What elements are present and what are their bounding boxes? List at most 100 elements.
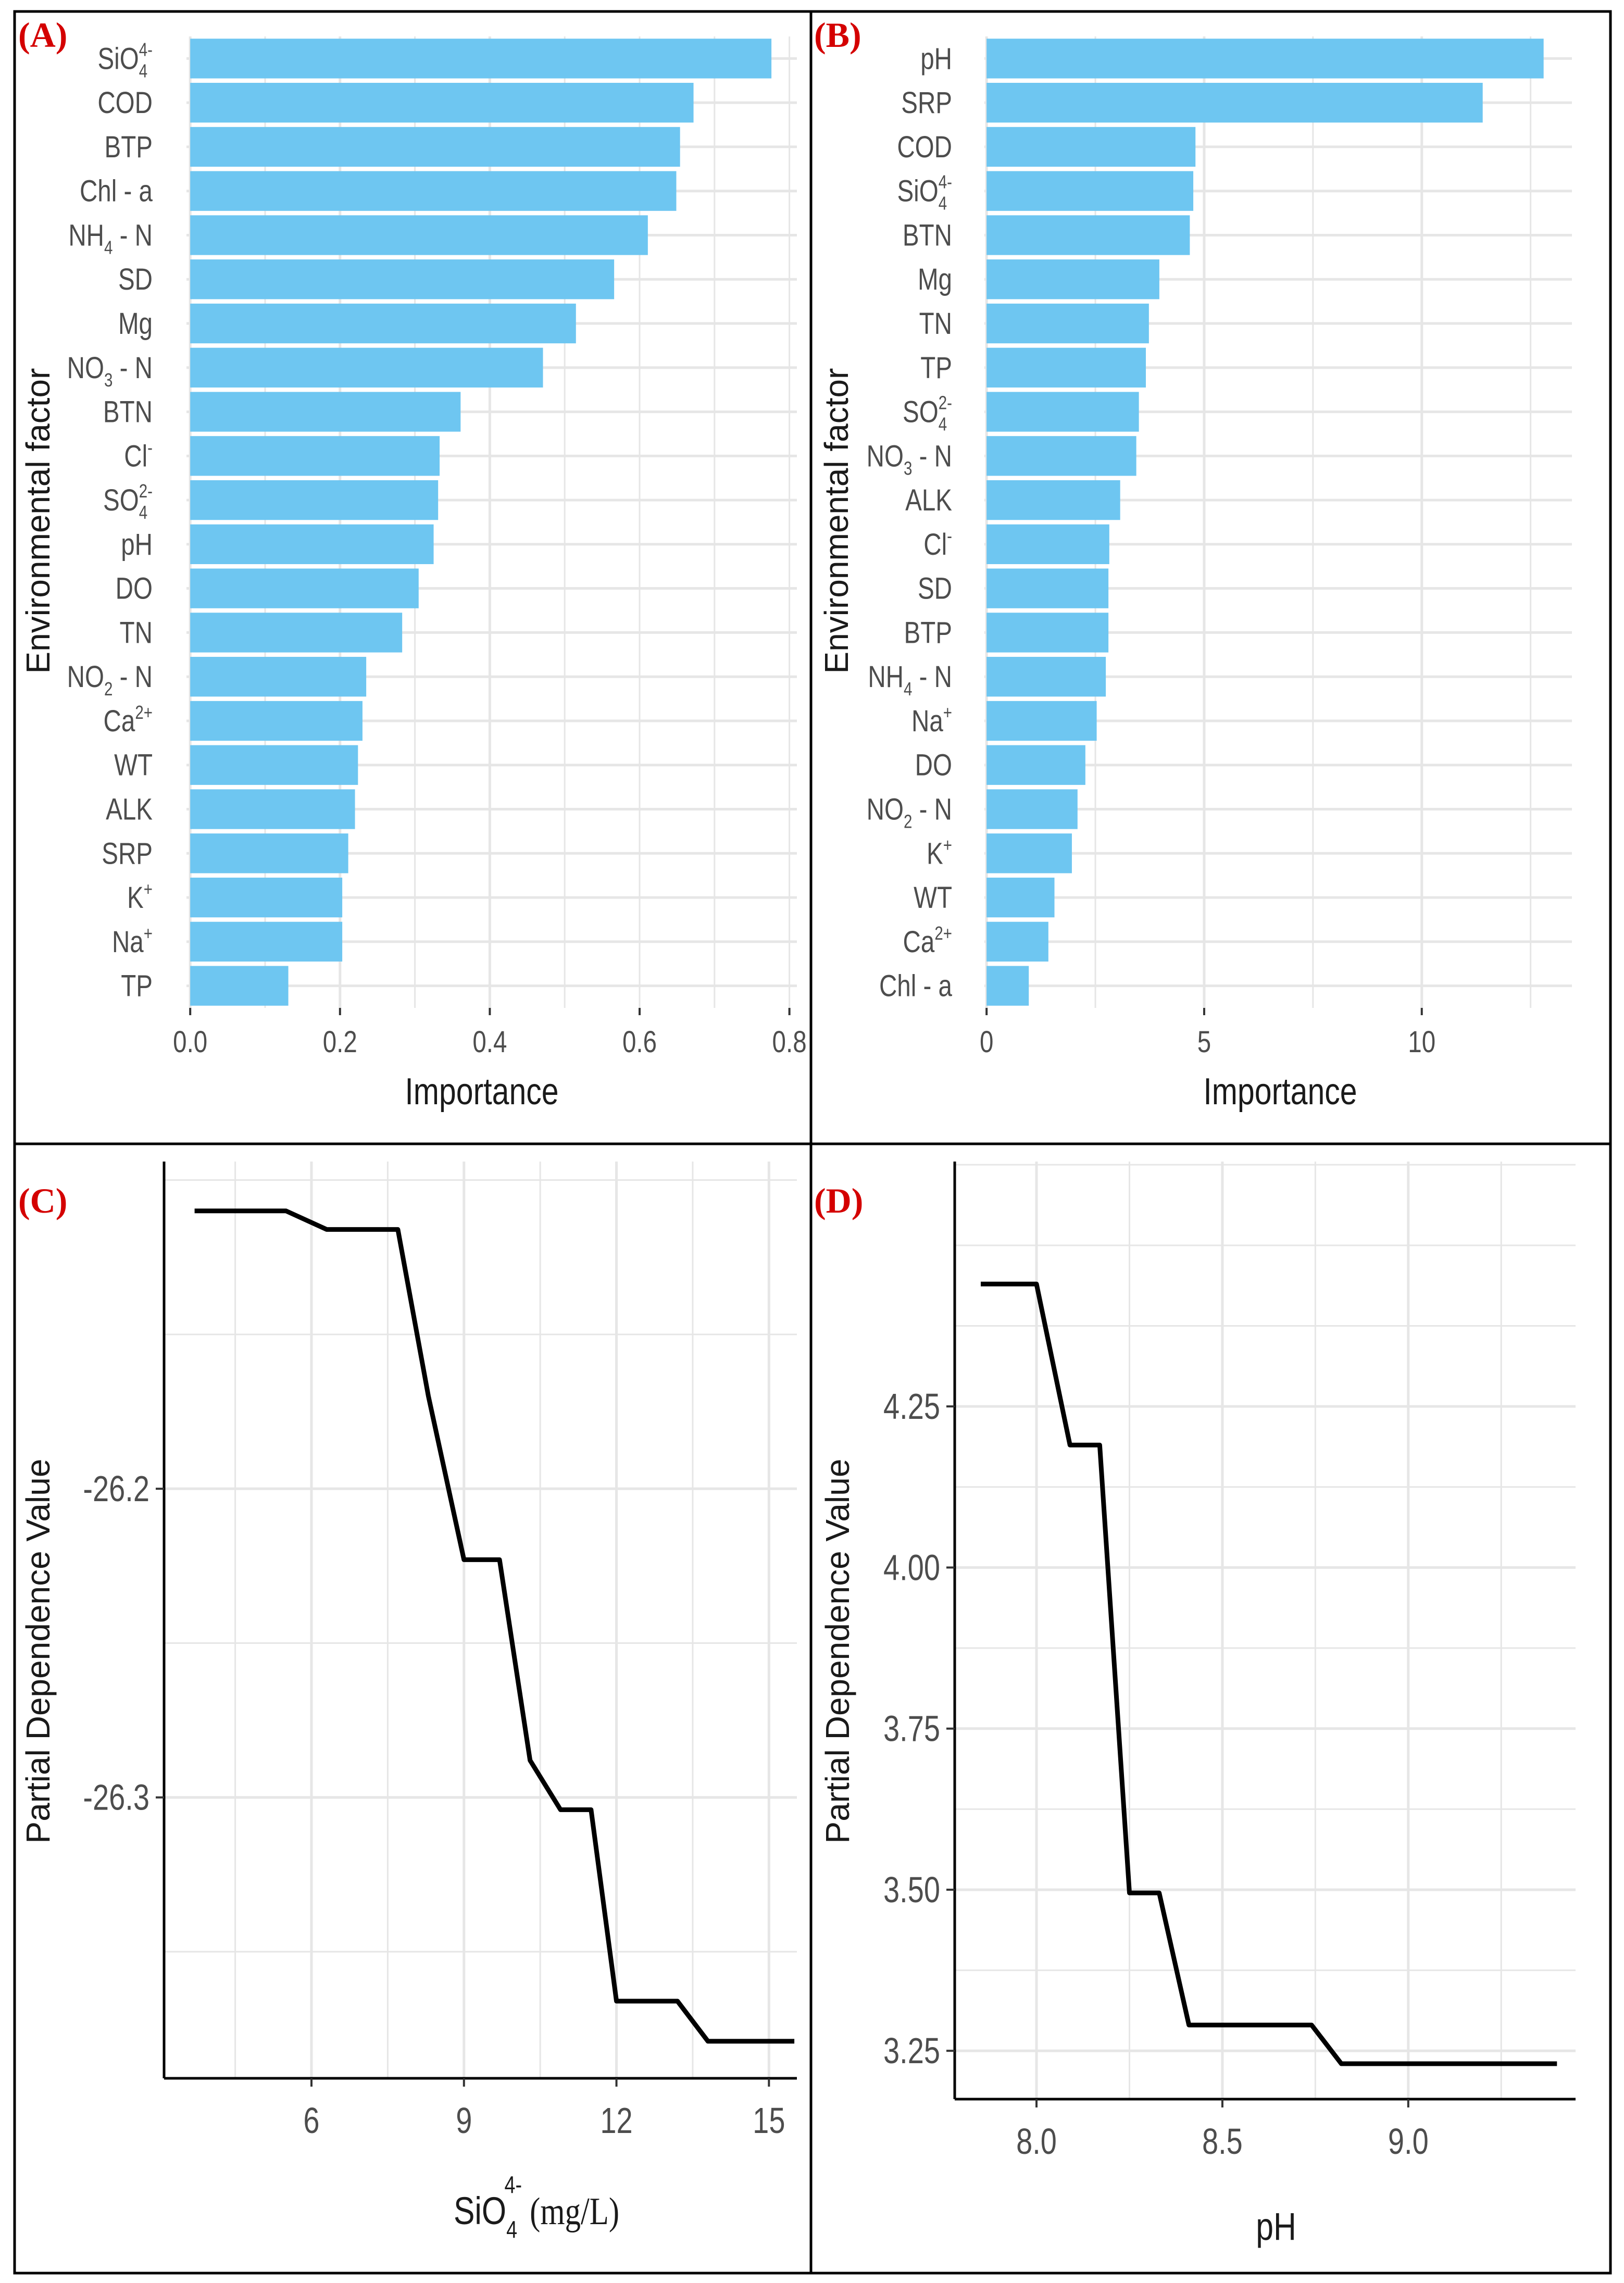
panel-b-category-do: DO <box>915 748 952 782</box>
panel-a-bar-no3-n <box>190 347 543 388</box>
panel-a-x-axis-title: Importance <box>405 1070 558 1112</box>
panel-a-x-tick-0-8: 0.8 <box>772 1026 807 1059</box>
panel-a-category-btp: BTP <box>105 131 153 165</box>
panel-b-bar-no2-n <box>986 789 1078 829</box>
panel-b-category-sio4-4: SiO44- <box>897 171 952 214</box>
panel-a-category-do: DO <box>116 572 153 606</box>
panel-b-bar-so4-2 <box>986 392 1139 432</box>
panel-a-bar-nh4-n <box>190 215 648 255</box>
panel-a-category-alk: ALK <box>106 793 153 827</box>
panel-c-y-axis-title: Partial Dependence Value <box>19 1459 57 1844</box>
panel-b-x-ticks: 0 5 10 <box>980 1008 1435 1059</box>
panel-a-category-ph: pH <box>121 528 153 562</box>
panel-b-bar-btn <box>986 215 1190 255</box>
panel-b-category-nh4-n: NH4 - N <box>868 660 952 700</box>
panel-a-bar-srp <box>190 833 348 874</box>
panel-b-category-srp: SRP <box>901 86 952 120</box>
panel-a-category-tn: TN <box>120 616 153 650</box>
panel-b-bar-do <box>986 745 1085 785</box>
panel-a-bar-sio4-4 <box>190 39 772 79</box>
panel-d-label: (D) <box>814 1181 863 1220</box>
panel-a-x-tick-0-0: 0.0 <box>173 1026 207 1059</box>
panel-a-bar-so4-2 <box>190 480 439 520</box>
panel-b-category-btp: BTP <box>904 616 952 650</box>
panel-b-bar-tn <box>986 303 1149 344</box>
panel-a-category-no2-n: NO2 - N <box>67 660 153 700</box>
panel-b-category-ca-2: Ca2+ <box>903 922 952 959</box>
panel-c-x-axis-title: SiO44- (mg/L) <box>454 2171 619 2242</box>
panel-b-category-btn: BTN <box>903 219 952 253</box>
panel-d-x-tick-9-0: 9.0 <box>1388 2122 1429 2162</box>
panel-b-bar-mg <box>986 259 1159 300</box>
panel-b-category-cl: Cl- <box>923 525 952 562</box>
panel-b-x-tick-5: 5 <box>1197 1026 1211 1059</box>
panel-b-category-na: Na+ <box>911 702 952 738</box>
panel-a-category-tp: TP <box>121 969 153 1003</box>
panel-b-category-so4-2: SO42- <box>903 392 952 434</box>
panel-a-x-tick-0-6: 0.6 <box>622 1026 657 1059</box>
panel-a-x-ticks: 0.0 0.2 0.4 0.6 0.8 <box>173 1008 807 1059</box>
panel-a-bar-tn <box>190 613 403 653</box>
panel-a-category-mg: Mg <box>118 307 153 341</box>
panel-b-category-sd: SD <box>918 572 952 606</box>
panel-b-category-alk: ALK <box>905 484 952 518</box>
panel-a-category-btn: BTN <box>103 395 153 429</box>
panel-d-x-tick-8-5: 8.5 <box>1202 2122 1243 2162</box>
panel-a-importance-chart: (A) SiO44- COD BTP Chl - a NH4 - N SD Mg NO3 - … <box>18 15 807 1112</box>
panel-b-bar-k <box>986 833 1072 874</box>
panel-a-bar-wt <box>190 745 358 785</box>
panel-b-bar-cl <box>986 524 1109 565</box>
panel-a-category-cl: Cl- <box>124 437 153 473</box>
panel-b-category-no3-n: NO3 - N <box>867 440 952 479</box>
panel-b-bar-cod <box>986 127 1196 167</box>
panel-b-bar-nh4-n <box>986 657 1106 697</box>
panel-b-bar-ph <box>986 39 1544 79</box>
panel-a-bar-cod <box>190 83 694 123</box>
panel-d-ticks: 8.0 8.5 9.0 3.25 3.50 3.75 4.00 4.25 <box>883 1162 1576 2162</box>
panel-b-bar-tp <box>986 347 1146 388</box>
panel-c-y-tick-26-2: -26.2 <box>83 1469 149 1509</box>
panel-a-bar-mg <box>190 303 576 344</box>
panel-c-partial-dependence-chart: (C) 6 9 12 15 -26.2 -26.3 SiO44- (mg/L) Parti… <box>18 1162 797 2243</box>
panel-b-category-cod: COD <box>897 131 952 165</box>
panel-b-bar-btp <box>986 613 1109 653</box>
panel-a-label: (A) <box>18 15 67 55</box>
panel-a-category-labels: SiO44- COD BTP Chl - a NH4 - N SD Mg NO3 - N BTN… <box>67 39 153 1003</box>
panel-c-x-tick-9: 9 <box>456 2101 472 2141</box>
panel-a-bar-ph <box>190 524 434 565</box>
panel-a-bar-tp <box>190 966 289 1006</box>
panel-b-label: (B) <box>814 15 861 55</box>
panel-c-label: (C) <box>18 1181 67 1220</box>
panel-d-series <box>981 1281 1557 2066</box>
panel-a-category-ca-2: Ca2+ <box>104 702 153 738</box>
panel-c-ticks: 6 9 12 15 -26.2 -26.3 <box>83 1162 797 2141</box>
panel-a-category-srp: SRP <box>102 837 153 871</box>
panel-d-y-tick-3-50: 3.50 <box>883 1870 940 1910</box>
panel-b-category-chl-a: Chl - a <box>879 969 952 1003</box>
panel-a-bars <box>190 39 772 1006</box>
panel-d-partial-dependence-chart: (D) 8.0 8.5 9.0 3.25 3.50 3.75 4.00 4.25 pH Par… <box>814 1162 1576 2248</box>
panel-a-y-axis-title: Environmental factor <box>19 368 57 674</box>
panel-a-bar-chl-a <box>190 171 677 211</box>
panel-b-bar-no3-n <box>986 436 1136 476</box>
panel-c-x-tick-6: 6 <box>303 2101 319 2141</box>
panel-a-x-tick-0-2: 0.2 <box>323 1026 357 1059</box>
panel-a-bar-k <box>190 877 343 918</box>
panel-c-series-line <box>194 1208 795 2044</box>
panel-d-y-tick-4-25: 4.25 <box>883 1387 940 1427</box>
panel-b-bar-chl-a <box>986 966 1029 1006</box>
panel-a-bar-alk <box>190 789 355 829</box>
panel-b-bar-na <box>986 701 1097 741</box>
panel-d-grid <box>955 1162 1576 2099</box>
panel-a-category-chl-a: Chl - a <box>80 174 153 208</box>
panel-b-category-ph: pH <box>920 42 952 76</box>
panel-a-bar-cl <box>190 436 440 476</box>
panel-a-bar-sd <box>190 259 615 300</box>
panel-b-category-tn: TN <box>919 307 952 341</box>
panel-a-bar-no2-n <box>190 657 367 697</box>
panel-b-category-tp: TP <box>920 351 952 385</box>
panel-a-category-so4-2: SO42- <box>103 480 153 522</box>
panel-b-category-no2-n: NO2 - N <box>867 793 952 832</box>
panel-b-x-tick-0: 0 <box>980 1026 993 1059</box>
